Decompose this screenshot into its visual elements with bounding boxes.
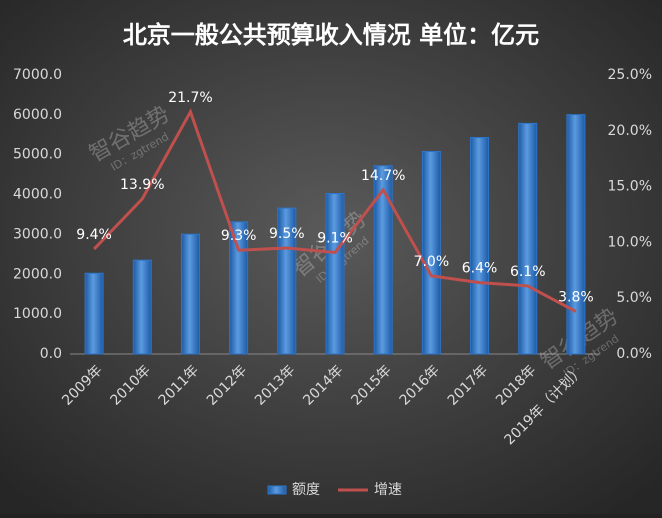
data-label: 9.3%	[221, 228, 257, 244]
data-label: 3.8%	[558, 290, 594, 306]
legend-label: 增速	[374, 482, 402, 498]
y-tick-label: 4000.0	[13, 187, 62, 203]
y-tick-label: 7000.0	[13, 67, 62, 83]
bar	[180, 233, 200, 355]
bar	[325, 192, 345, 355]
legend-swatch	[267, 485, 287, 495]
line	[93, 108, 577, 313]
y2-tick-label: 25.0%	[608, 67, 652, 83]
y-tick-label: 0.0	[40, 346, 62, 362]
bar	[373, 165, 393, 355]
bar	[518, 122, 538, 355]
data-label: 9.5%	[269, 226, 305, 242]
y-tick-label: 3000.0	[13, 226, 62, 242]
bar	[470, 137, 490, 355]
data-label: 9.1%	[317, 230, 353, 246]
y2-tick-label: 15.0%	[608, 179, 652, 195]
bar	[277, 207, 297, 355]
data-label: 13.9%	[120, 177, 164, 193]
data-label: 6.4%	[462, 261, 498, 277]
bar	[566, 114, 586, 355]
bar	[132, 259, 152, 355]
legend-label: 额度	[292, 482, 320, 498]
y-tick-label: 6000.0	[13, 107, 62, 123]
y-tick-label: 5000.0	[13, 147, 62, 163]
y2-tick-label: 0.0%	[616, 346, 652, 362]
data-label: 14.7%	[361, 168, 405, 184]
bar	[229, 221, 249, 355]
data-label: 21.7%	[168, 90, 212, 106]
y2-tick-label: 20.0%	[608, 123, 652, 139]
y-tick-label: 1000.0	[13, 306, 62, 322]
y-tick-label: 2000.0	[13, 266, 62, 282]
data-label: 6.1%	[510, 264, 546, 280]
bar	[84, 272, 104, 355]
chart-title: 北京一般公共预算收入情况 单位：亿元	[123, 21, 539, 49]
y2-tick-label: 10.0%	[608, 234, 652, 250]
bar	[421, 150, 441, 355]
data-label: 9.4%	[76, 227, 112, 243]
data-label: 7.0%	[414, 254, 450, 270]
y2-tick-label: 5.0%	[616, 290, 652, 306]
